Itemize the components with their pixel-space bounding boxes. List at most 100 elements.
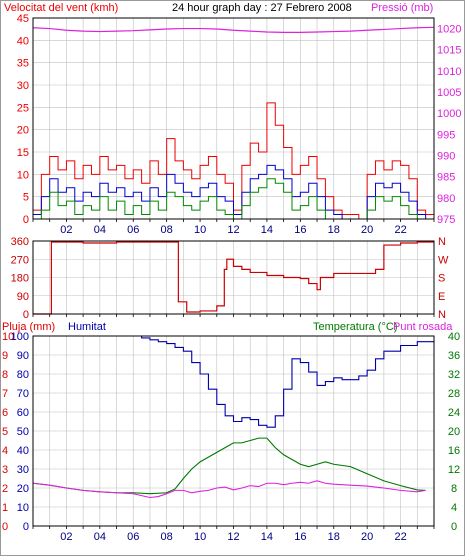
temperature-y-tick-label: 12 [448, 464, 460, 476]
wind-y-tick-label: 20 [17, 125, 29, 137]
wind-x-tick-label: 10 [194, 224, 206, 236]
temperature-y-tick-label: 36 [448, 350, 460, 362]
humidity-y-tick-label: 10 [17, 502, 29, 514]
climate-x-tick-label: 08 [161, 531, 173, 543]
pressure-y-tick-label: 1010 [437, 66, 461, 78]
pressure-y-tick-label: 1015 [437, 45, 461, 57]
wind-y-tick-label: 35 [17, 58, 29, 70]
temperature-y-tick-label: 40 [448, 331, 460, 343]
wind-x-tick-label: 16 [294, 224, 306, 236]
wind-x-tick-label: 06 [127, 224, 139, 236]
temperature-y-tick-label: 0 [451, 521, 457, 533]
wind-x-tick-label: 12 [227, 224, 239, 236]
climate-x-tick-label: 02 [60, 531, 72, 543]
climate-x-tick-label: 22 [394, 531, 406, 543]
temperature-y-tick-label: 8 [451, 483, 457, 495]
wind-pressure-axes: 0510152025303540459759809859909951000100… [17, 13, 462, 226]
pressure-y-tick-label: 995 [437, 129, 455, 141]
direction-frame [32, 240, 435, 315]
climate-x-tick-label: 18 [328, 531, 340, 543]
direction-y-tick-label: 270 [11, 254, 29, 266]
direction-y-tick-label: 360 [11, 236, 29, 248]
direction-y-tick-label: 0 [23, 309, 29, 321]
rain-label: Pluja (mm) [2, 321, 55, 333]
rain-y-tick-label: 3 [2, 464, 8, 476]
pressure-series-line [32, 26, 435, 33]
humidity-y-tick-label: 90 [17, 350, 29, 362]
wind-pressure-panel: Velocitat del vent (kmh) 24 hour graph d… [4, 2, 461, 236]
rain-y-tick-label: 9 [2, 350, 8, 362]
wind-x-tick-label: 08 [161, 224, 173, 236]
wind-y-tick-label: 10 [17, 169, 29, 181]
wind-x-tick-label: 14 [261, 224, 273, 236]
rain-y-tick-label: 0 [2, 521, 8, 533]
wind-x-tick-label: 02 [60, 224, 72, 236]
humidity-series-line [33, 335, 434, 428]
temperature-y-tick-label: 24 [448, 407, 460, 419]
wind-x-tick-label: 18 [328, 224, 340, 236]
humidity-y-tick-label: 100 [11, 331, 29, 343]
rain-y-tick-label: 2 [2, 483, 8, 495]
wind-y-tick-label: 25 [17, 102, 29, 114]
climate-x-tick-label: 14 [261, 531, 273, 543]
compass-tick-label: N [438, 309, 446, 321]
climate-x-tick-label: 16 [294, 531, 306, 543]
climate-x-tick-label: 12 [227, 531, 239, 543]
rain-y-tick-label: 4 [2, 445, 8, 457]
wind-x-tick-label: 04 [94, 224, 106, 236]
rain-y-tick-label: 5 [2, 426, 8, 438]
wind-speed-label: Velocitat del vent (kmh) [4, 2, 118, 14]
temperature-y-tick-label: 16 [448, 445, 460, 457]
direction-y-tick-label: 180 [11, 273, 29, 285]
direction-series-line [33, 241, 434, 315]
wind-y-tick-label: 30 [17, 80, 29, 92]
humidity-y-tick-label: 40 [17, 445, 29, 457]
rain-y-tick-label: 6 [2, 407, 8, 419]
wind-y-tick-label: 15 [17, 147, 29, 159]
temperature-y-tick-label: 4 [451, 502, 457, 514]
temperature-label: Temperatura (°C) [313, 321, 397, 333]
humidity-y-tick-label: 30 [17, 464, 29, 476]
wind_avg-series-line [33, 164, 434, 220]
climate-x-tick-label: 10 [194, 531, 206, 543]
pressure-y-tick-label: 980 [437, 193, 455, 205]
rain-y-tick-label: 10 [2, 331, 14, 343]
rain-y-tick-label: 1 [2, 502, 8, 514]
dewpoint-label: Punt rosada [393, 321, 453, 333]
pressure-y-tick-label: 990 [437, 151, 455, 163]
dewpoint-series-line [32, 480, 426, 499]
humidity-y-tick-label: 60 [17, 407, 29, 419]
compass-tick-label: W [438, 254, 449, 266]
compass-tick-label: N [438, 236, 446, 248]
wind-y-tick-label: 40 [17, 35, 29, 47]
temperature-y-tick-label: 28 [448, 388, 460, 400]
humidity-y-tick-label: 50 [17, 426, 29, 438]
pressure-label: Pressió (mb) [371, 2, 433, 14]
wind-y-tick-label: 0 [23, 214, 29, 226]
climate-x-tick-label: 20 [361, 531, 373, 543]
temperature-series-line [32, 437, 426, 495]
rain-y-tick-label: 8 [2, 369, 8, 381]
climate-frame [32, 335, 435, 527]
humidity-y-tick-label: 20 [17, 483, 29, 495]
compass-tick-label: S [438, 273, 445, 285]
direction-y-tick-label: 90 [17, 291, 29, 303]
compass-tick-label: E [438, 291, 445, 303]
wind-x-tick-label: 20 [361, 224, 373, 236]
rain-y-tick-label: 7 [2, 388, 8, 400]
pressure-y-tick-label: 1020 [437, 24, 461, 36]
pressure-y-tick-label: 1005 [437, 87, 461, 99]
wind-y-tick-label: 45 [17, 13, 29, 25]
climate-x-tick-label: 06 [127, 531, 139, 543]
rain-humidity-temperature-panel: Pluja (mm) Humitat Temperatura (°C) Punt… [2, 321, 460, 543]
climate-x-tick-label: 04 [94, 531, 106, 543]
wind-y-tick-label: 5 [23, 192, 29, 204]
rain-humidity-temperature-axes: 02 04 06 08 10 12 14 16 18 20 22012345678910010203… [2, 331, 460, 543]
direction-series [33, 241, 434, 315]
pressure-y-tick-label: 975 [437, 214, 455, 226]
chart-title: 24 hour graph day : 27 Febrero 2008 [172, 2, 352, 14]
humidity-y-tick-label: 70 [17, 388, 29, 400]
